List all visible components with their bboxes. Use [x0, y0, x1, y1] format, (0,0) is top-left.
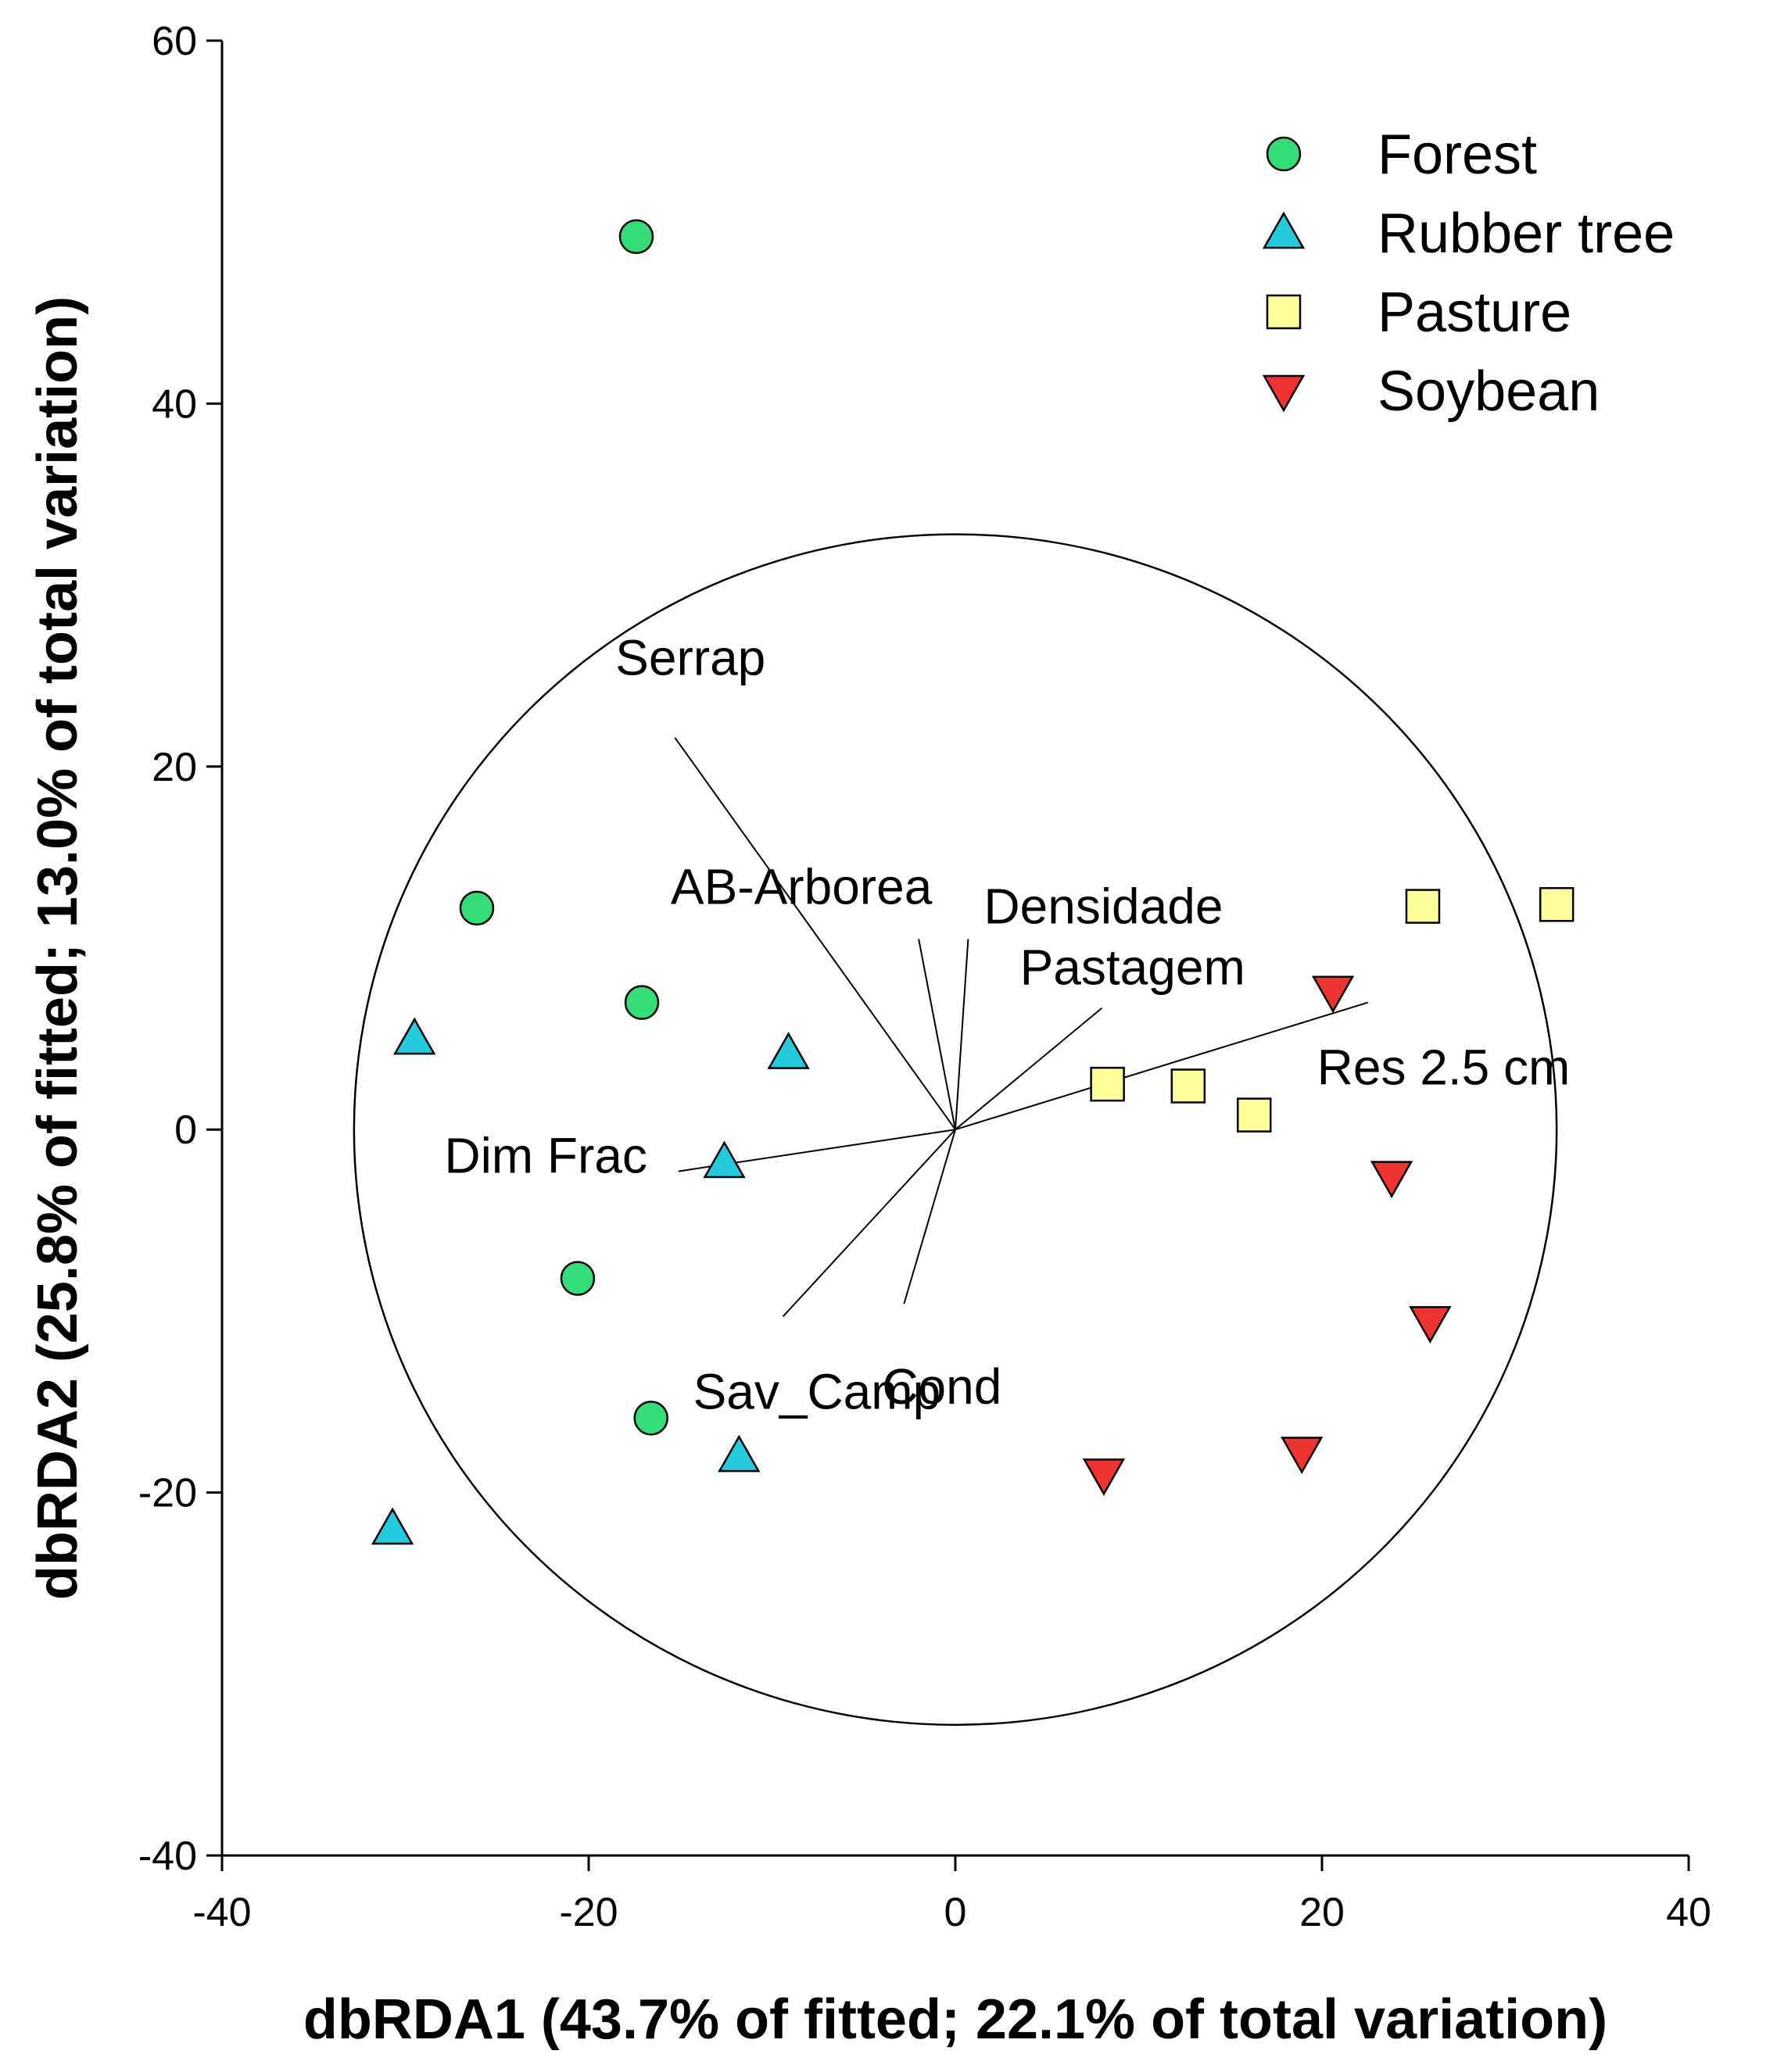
soybean-point [1082, 1458, 1126, 1496]
y-tick-label: 60 [152, 19, 197, 64]
axes: -40 -20 0 20 40 60 -40 -20 0 20 40 [138, 19, 1711, 1935]
y-tick-label: -20 [138, 1471, 197, 1516]
y-tick-label: -40 [138, 1834, 197, 1879]
rubber-tree-point [718, 1434, 761, 1473]
vector-label: Cond [882, 1358, 1001, 1415]
y-tick-label: 40 [152, 381, 197, 427]
vector-line [674, 737, 956, 1130]
forest-point [624, 985, 660, 1020]
rubber-tree-point [767, 1032, 810, 1069]
forest-point [618, 219, 654, 255]
rubber-tree-point [393, 1017, 436, 1055]
x-tick-label: 40 [1666, 1890, 1711, 1935]
legend-marker-rubber-tree [1262, 211, 1306, 249]
pasture-point [1170, 1068, 1206, 1104]
soybean-point [1311, 975, 1355, 1014]
vector-line [782, 1129, 956, 1318]
legend: Forest Rubber tree Pasture Soybean [1262, 123, 1675, 423]
vector-line [955, 1007, 1103, 1130]
vector-label: Sav_Camp [693, 1363, 941, 1419]
soybean-point [1370, 1161, 1413, 1199]
forest-point [633, 1401, 668, 1436]
vector-label: Serrap [615, 630, 765, 686]
vector-line [903, 1129, 956, 1304]
rubber-tree-point [371, 1507, 414, 1545]
correlation-circle-group [353, 533, 1558, 1727]
legend-label-forest: Forest [1378, 123, 1537, 186]
x-tick-label: -40 [192, 1890, 251, 1935]
vector-label: Pastagem [1020, 939, 1245, 996]
legend-marker-pasture [1266, 294, 1302, 330]
legend-label-soybean: Soybean [1378, 360, 1600, 423]
legend-marker-forest [1266, 136, 1302, 172]
soybean-point [1281, 1437, 1324, 1475]
vector-label: Res 2.5 cm [1317, 1040, 1571, 1096]
correlation-circle [353, 533, 1558, 1727]
x-ticks: -40 -20 0 20 40 [192, 1855, 1711, 1935]
rubber-tree-point [703, 1140, 746, 1179]
y-axis-title: dbRDA2 (25.8% of fitted; 13.0% of total … [27, 296, 89, 1600]
x-tick-label: 20 [1299, 1890, 1345, 1935]
soybean-point [1409, 1306, 1452, 1344]
x-tick-label: -20 [559, 1890, 618, 1935]
y-tick-label: 20 [152, 745, 197, 790]
vector-label: Dim Frac [444, 1128, 647, 1184]
vector-label: AB-Arborea [671, 858, 933, 914]
forest-point [560, 1261, 596, 1296]
points-group [371, 219, 1575, 1545]
vector-line [955, 1001, 1368, 1131]
legend-marker-soybean [1262, 374, 1306, 413]
legend-label-pasture: Pasture [1378, 281, 1571, 344]
y-tick-label: 0 [174, 1108, 197, 1153]
x-tick-label: 0 [944, 1890, 967, 1935]
vector-label: Densidade [983, 878, 1223, 934]
pasture-point [1236, 1097, 1272, 1133]
pasture-point [1539, 887, 1575, 922]
y-ticks: -40 -20 0 20 40 60 [138, 19, 222, 1879]
vector-line [955, 939, 969, 1130]
x-axis-title: dbRDA1 (43.7% of fitted; 22.1% of total … [303, 1988, 1607, 2051]
pasture-point [1090, 1066, 1125, 1102]
pasture-point [1405, 889, 1441, 924]
legend-label-rubber-tree: Rubber tree [1378, 202, 1675, 265]
forest-point [459, 890, 495, 926]
vector-line [918, 939, 956, 1130]
